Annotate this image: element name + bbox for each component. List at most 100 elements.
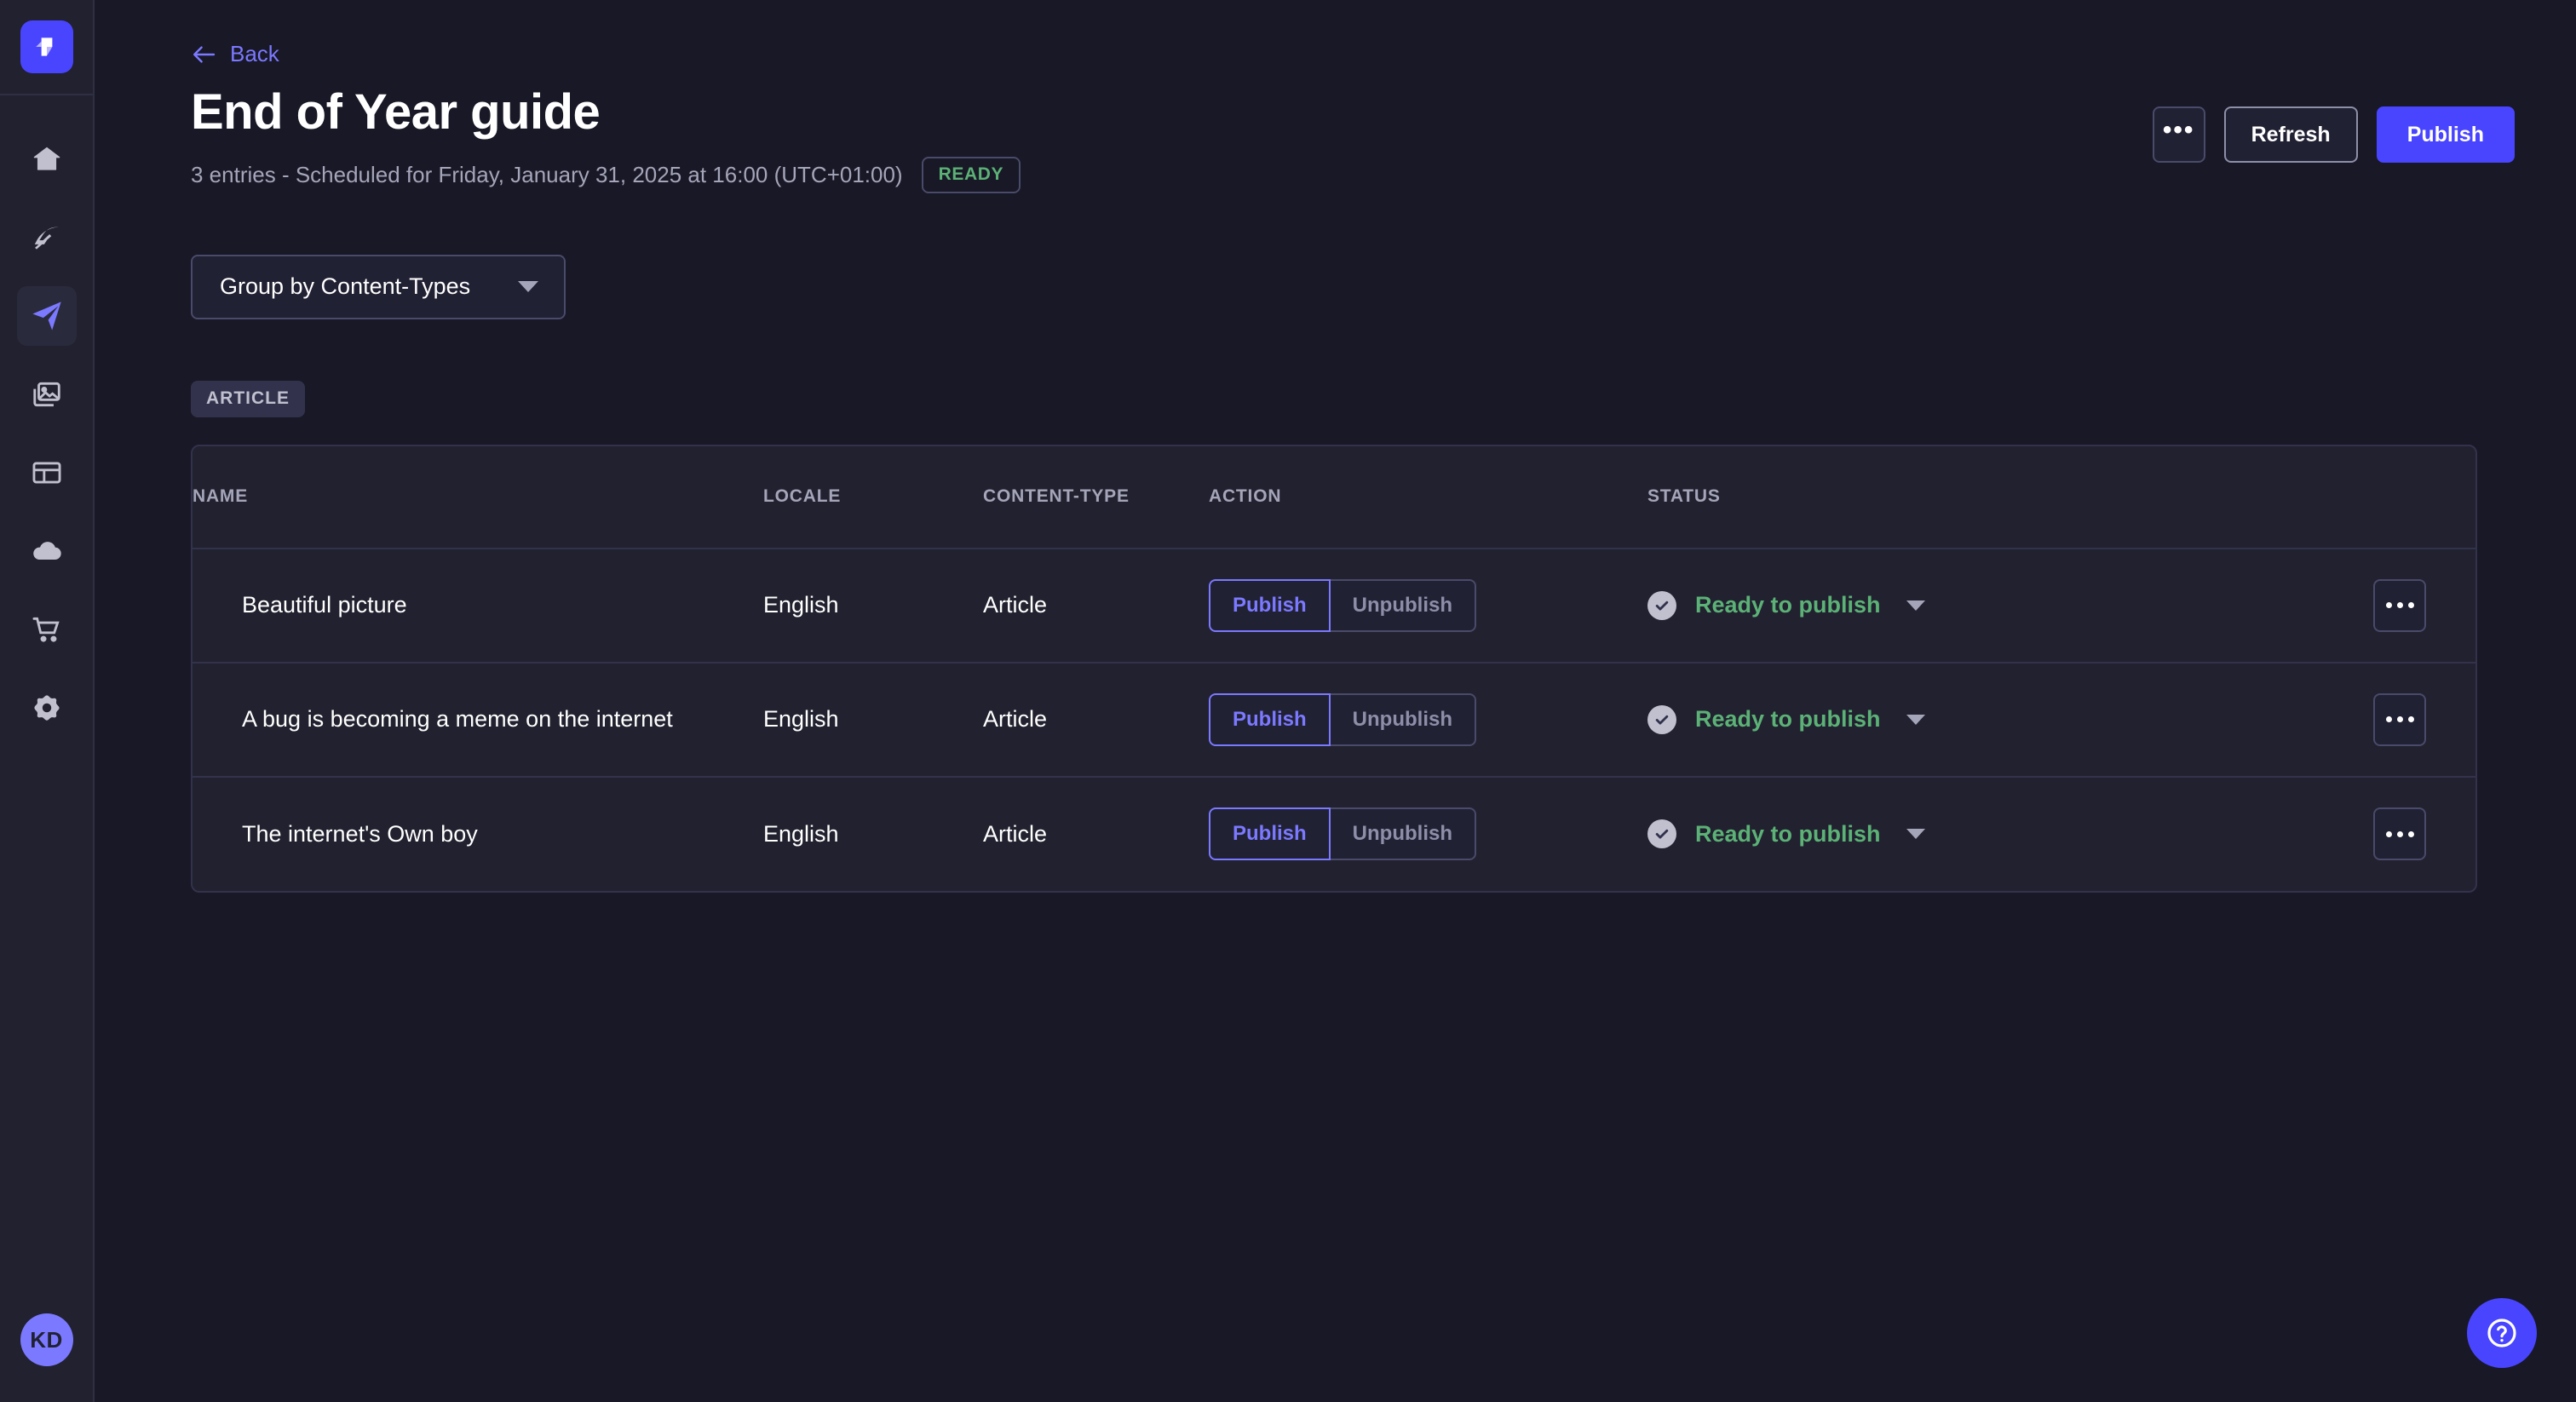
- title-row: End of Year guide 3 entries - Scheduled …: [191, 84, 2515, 193]
- cell-status: Ready to publish: [1647, 549, 2227, 663]
- dot-icon: [2407, 602, 2414, 609]
- sidebar-item-releases[interactable]: [16, 286, 77, 346]
- cell-content-type: Article: [983, 592, 1048, 618]
- action-unpublish-button[interactable]: Unpublish: [1330, 692, 1476, 746]
- action-unpublish-button[interactable]: Unpublish: [1330, 578, 1476, 632]
- action-toggle-group: Publish Unpublish: [1209, 807, 1476, 861]
- question-circle-icon: [2487, 1319, 2516, 1347]
- arrow-left-icon: [193, 45, 216, 63]
- sidebar-item-content-type-builder[interactable]: [17, 443, 77, 503]
- dot-icon: [2396, 716, 2403, 723]
- title-block: End of Year guide 3 entries - Scheduled …: [191, 84, 1021, 193]
- releases-table-card: NAME LOCALE CONTENT-TYPE ACTION STATUS: [191, 444, 2477, 893]
- row-more-button[interactable]: [2373, 692, 2426, 746]
- cell-name: A bug is becoming a meme on the internet: [242, 706, 673, 733]
- publish-button[interactable]: Publish: [2376, 106, 2515, 163]
- back-label: Back: [230, 41, 279, 66]
- back-button[interactable]: Back: [191, 41, 279, 67]
- more-options-button[interactable]: •••: [2152, 106, 2205, 163]
- dot-icon: [2396, 830, 2403, 837]
- content-container: Back End of Year guide 3 entries - Sched…: [95, 0, 2576, 893]
- subtitle-row: 3 entries - Scheduled for Friday, Januar…: [191, 156, 1021, 193]
- row-more-button[interactable]: [2373, 807, 2426, 861]
- page-title: End of Year guide: [191, 84, 601, 140]
- table-head: NAME LOCALE CONTENT-TYPE ACTION STATUS: [193, 446, 2475, 549]
- cell-row-actions: [2227, 663, 2475, 777]
- status-label: Ready to publish: [1695, 820, 1881, 847]
- cell-row-actions: [2227, 777, 2475, 891]
- cell-status: Ready to publish: [1647, 663, 2227, 777]
- avatar-container: KD: [20, 1313, 73, 1402]
- cell-content-type: Article: [983, 706, 1048, 733]
- cell-locale: English: [763, 592, 839, 618]
- chevron-down-icon: [518, 281, 538, 293]
- main-sidebar: KD: [0, 0, 95, 1402]
- sidebar-item-home[interactable]: [17, 129, 77, 189]
- action-unpublish-button[interactable]: Unpublish: [1330, 807, 1476, 861]
- main-content: Back End of Year guide 3 entries - Sched…: [95, 0, 2576, 1402]
- status-dropdown[interactable]: Ready to publish: [1647, 819, 2227, 849]
- check-circle-icon: [1647, 819, 1676, 849]
- action-publish-button[interactable]: Publish: [1209, 807, 1331, 861]
- cell-action: Publish Unpublish: [1209, 549, 1647, 663]
- status-dropdown[interactable]: Ready to publish: [1647, 590, 2227, 620]
- cell-row-actions: [2227, 549, 2475, 663]
- table-row: The internet's Own boy English Article P…: [193, 777, 2475, 891]
- refresh-button[interactable]: Refresh: [2223, 106, 2358, 163]
- avatar[interactable]: KD: [20, 1313, 73, 1366]
- check-circle-icon: [1647, 590, 1676, 620]
- release-meta: 3 entries - Scheduled for Friday, Januar…: [191, 161, 903, 187]
- logo-container: [0, 0, 93, 95]
- article-section: ARTICLE NAME LOCALE CONTENT-TYPE ACTION …: [191, 380, 2515, 893]
- table-row: Beautiful picture English Article Publis…: [193, 549, 2475, 663]
- dot-icon: [2385, 602, 2392, 609]
- check-circle-icon: [1647, 704, 1676, 734]
- cell-status: Ready to publish: [1647, 777, 2227, 891]
- sidebar-nav: [16, 129, 77, 1313]
- action-publish-button[interactable]: Publish: [1209, 578, 1331, 632]
- status-label: Ready to publish: [1695, 592, 1881, 618]
- back-row: Back: [191, 0, 2515, 67]
- section-badge-article: ARTICLE: [191, 380, 305, 417]
- cell-action: Publish Unpublish: [1209, 777, 1647, 891]
- column-header-action: ACTION: [1209, 486, 1282, 507]
- column-header-locale: LOCALE: [763, 486, 842, 507]
- table-header-row: NAME LOCALE CONTENT-TYPE ACTION STATUS: [193, 446, 2475, 549]
- dot-icon: [2385, 830, 2392, 837]
- column-header-content-type: CONTENT-TYPE: [983, 486, 1130, 507]
- help-button[interactable]: [2467, 1298, 2537, 1368]
- action-toggle-group: Publish Unpublish: [1209, 692, 1476, 746]
- table-row: A bug is becoming a meme on the internet…: [193, 663, 2475, 777]
- sidebar-item-settings[interactable]: [17, 678, 77, 738]
- action-publish-button[interactable]: Publish: [1209, 692, 1331, 746]
- header-actions: ••• Refresh Publish: [2152, 84, 2515, 163]
- status-dropdown[interactable]: Ready to publish: [1647, 704, 2227, 734]
- sidebar-item-media-library[interactable]: [17, 365, 77, 424]
- cell-action: Publish Unpublish: [1209, 663, 1647, 777]
- cell-name: Beautiful picture: [242, 592, 407, 618]
- dot-icon: [2407, 716, 2414, 723]
- dot-icon: [2396, 602, 2403, 609]
- chevron-down-icon: [1906, 600, 1925, 611]
- column-header-status: STATUS: [1647, 486, 1721, 507]
- column-header-name: NAME: [193, 486, 249, 507]
- action-toggle-group: Publish Unpublish: [1209, 578, 1476, 632]
- sidebar-item-cloud[interactable]: [17, 521, 77, 581]
- status-badge: READY: [921, 156, 1021, 193]
- cell-locale: English: [763, 820, 839, 847]
- column-header-actions: [2227, 446, 2475, 549]
- group-by-label: Group by Content-Types: [220, 273, 471, 300]
- releases-table: NAME LOCALE CONTENT-TYPE ACTION STATUS: [193, 446, 2475, 891]
- dot-icon: [2385, 716, 2392, 723]
- dot-icon: [2407, 830, 2414, 837]
- row-more-button[interactable]: [2373, 578, 2426, 632]
- group-by-select[interactable]: Group by Content-Types: [191, 254, 566, 319]
- sidebar-item-content-manager[interactable]: [17, 208, 77, 267]
- cell-locale: English: [763, 706, 839, 733]
- chevron-down-icon: [1906, 829, 1925, 840]
- chevron-down-icon: [1906, 714, 1925, 725]
- cell-content-type: Article: [983, 820, 1048, 847]
- strapi-logo-icon[interactable]: [20, 20, 73, 73]
- sidebar-item-marketplace[interactable]: [17, 600, 77, 659]
